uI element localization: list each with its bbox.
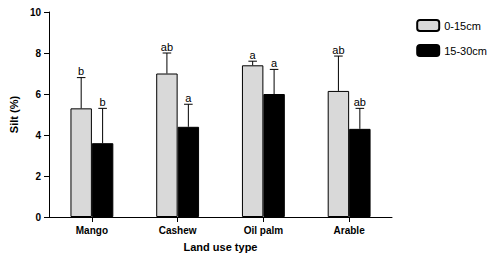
svg-text:b: b xyxy=(78,65,84,77)
svg-text:10: 10 xyxy=(30,7,42,18)
svg-text:Oil palm: Oil palm xyxy=(244,225,284,236)
svg-text:2: 2 xyxy=(35,171,41,182)
svg-text:ab: ab xyxy=(354,96,366,108)
svg-text:Mango: Mango xyxy=(76,225,108,236)
svg-text:0-15cm: 0-15cm xyxy=(444,20,481,32)
svg-text:Cashew: Cashew xyxy=(159,225,197,236)
svg-text:0: 0 xyxy=(35,212,41,223)
svg-text:b: b xyxy=(100,96,106,108)
svg-text:ab: ab xyxy=(332,44,344,56)
svg-text:a: a xyxy=(250,49,257,61)
svg-text:4: 4 xyxy=(35,130,41,141)
svg-text:ab: ab xyxy=(161,41,173,53)
svg-text:a: a xyxy=(271,57,278,69)
svg-text:Land use type: Land use type xyxy=(184,241,258,253)
svg-text:Arable: Arable xyxy=(334,225,366,236)
svg-text:6: 6 xyxy=(35,89,41,100)
svg-text:15-30cm: 15-30cm xyxy=(444,45,487,57)
svg-text:8: 8 xyxy=(35,48,41,59)
svg-text:Silt (%): Silt (%) xyxy=(8,96,20,134)
svg-text:a: a xyxy=(185,92,192,104)
